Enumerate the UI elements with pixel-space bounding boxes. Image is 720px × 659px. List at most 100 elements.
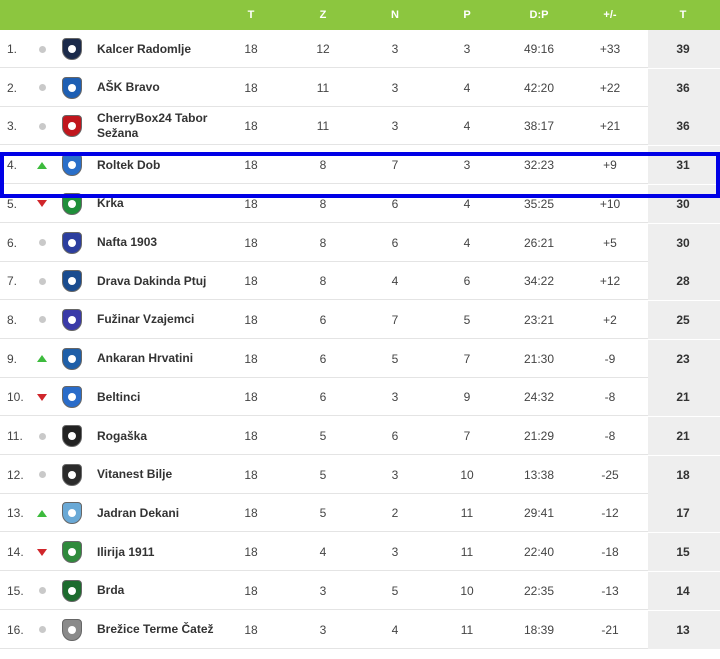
cell-draws: 3 [391, 545, 399, 560]
cell-goals: 26:21 [523, 235, 555, 250]
table-row[interactable]: 6. Nafta 1903 18 8 6 4 26:21 +5 30 [0, 223, 720, 262]
table-row[interactable]: 11. Rogaška 18 5 6 7 21:29 -8 21 [0, 417, 720, 455]
table-row[interactable]: 10. Beltinci 18 6 3 9 24:32 -8 21 [0, 378, 720, 417]
cell-wins: 8 [319, 158, 327, 173]
trend-same-icon [36, 417, 48, 455]
cell-goal-difference: -9 [604, 351, 616, 366]
table-row[interactable]: 9. Ankaran Hrvatini 18 6 5 7 21:30 -9 23 [0, 339, 720, 378]
cell-wins: 3 [319, 622, 327, 637]
team-name[interactable]: Kalcer Radomlje [97, 41, 192, 56]
position: 8. [7, 312, 18, 327]
team-name[interactable]: Drava Dakinda Ptuj [97, 273, 207, 288]
table-row[interactable]: 3. CherryBox24 Tabor Sežana 18 11 3 4 38:17 +21… [0, 107, 720, 146]
cell-goal-difference: +12 [599, 274, 621, 289]
cell-draws: 3 [391, 42, 399, 56]
trend-same-icon [36, 301, 48, 339]
position: 4. [7, 158, 18, 173]
header-wins[interactable]: Z [319, 9, 327, 21]
table-row[interactable]: 4. Roltek Dob 18 8 7 3 32:23 +9 31 [0, 146, 720, 185]
header-goal-difference[interactable]: +/- [603, 9, 617, 21]
team-name[interactable]: Brda [97, 583, 125, 598]
trend-same-icon [36, 572, 48, 610]
cell-goal-difference: -18 [601, 545, 619, 560]
team-name[interactable]: Jadran Dekani [97, 505, 180, 520]
cell-draws: 3 [391, 119, 399, 134]
points-column-bg [648, 455, 720, 494]
cell-draws: 3 [391, 390, 399, 405]
cell-losses: 4 [463, 196, 471, 211]
cell-goals: 35:25 [523, 196, 555, 211]
cell-goal-difference: -25 [601, 467, 619, 482]
team-name[interactable]: Roltek Dob [97, 157, 161, 172]
cell-played: 18 [244, 235, 258, 250]
cell-goals: 21:29 [523, 429, 555, 443]
points-column-bg [648, 184, 720, 223]
team-name[interactable]: Ankaran Hrvatini [97, 351, 194, 366]
team-name[interactable]: AŠK Bravo [97, 80, 160, 95]
club-crest-icon [60, 572, 84, 610]
table-row[interactable]: 5. Krka 18 8 6 4 35:25 +10 30 [0, 184, 720, 223]
table-row[interactable]: 1. Kalcer Radomlje 18 12 3 3 49:16 +33 39 [0, 30, 720, 68]
cell-played: 18 [244, 583, 258, 598]
table-row[interactable]: 16. Brežice Terme Čatež 18 3 4 11 18:39 -21 13 [0, 610, 720, 649]
cell-points: 30 [676, 196, 690, 211]
header-points[interactable]: T [679, 9, 687, 21]
cell-goal-difference: -8 [604, 429, 616, 443]
cell-played: 18 [244, 506, 258, 521]
position: 15. [7, 583, 24, 598]
cell-goals: 18:39 [523, 622, 555, 637]
cell-played: 18 [244, 119, 258, 134]
team-name[interactable]: Nafta 1903 [97, 235, 158, 249]
club-crest-icon [60, 456, 84, 494]
club-crest-icon [60, 224, 84, 262]
team-name[interactable]: CherryBox24 Tabor Sežana [97, 111, 208, 141]
cell-points: 36 [676, 80, 690, 95]
cell-goal-difference: +10 [599, 196, 621, 211]
cell-points: 30 [676, 235, 690, 250]
club-crest-icon [60, 69, 84, 107]
cell-played: 18 [244, 158, 258, 173]
table-row[interactable]: 12. Vitanest Bilje 18 5 3 10 13:38 -25 18 [0, 455, 720, 494]
position: 6. [7, 235, 18, 250]
points-column-bg [648, 571, 720, 610]
position: 1. [7, 42, 18, 56]
cell-points: 17 [676, 506, 690, 521]
team-name[interactable]: Brežice Terme Čatež [97, 622, 214, 636]
table-row[interactable]: 13. Jadran Dekani 18 5 2 11 29:41 -12 17 [0, 494, 720, 533]
cell-losses: 6 [463, 274, 471, 289]
cell-points: 31 [676, 158, 690, 173]
team-name[interactable]: Rogaška [97, 428, 148, 443]
cell-wins: 11 [316, 80, 330, 95]
header-goals[interactable]: D:P [529, 9, 549, 21]
team-name[interactable]: Krka [97, 196, 124, 211]
position: 10. [7, 390, 24, 405]
header-played[interactable]: T [247, 9, 255, 21]
cell-wins: 5 [319, 467, 327, 482]
position: 16. [7, 622, 24, 637]
cell-points: 13 [676, 622, 690, 637]
cell-goal-difference: +2 [603, 312, 617, 327]
club-crest-icon [60, 494, 84, 532]
position: 5. [7, 196, 18, 211]
table-row[interactable]: 15. Brda 18 3 5 10 22:35 -13 14 [0, 571, 720, 610]
table-row[interactable]: 14. Ilirija 1911 18 4 3 11 22:40 -18 15 [0, 533, 720, 572]
club-crest-icon [60, 30, 84, 68]
cell-played: 18 [244, 274, 258, 289]
team-name[interactable]: Beltinci [97, 389, 141, 404]
team-name[interactable]: Vitanest Bilje [97, 467, 173, 482]
points-column-bg [648, 610, 720, 649]
table-row[interactable]: 2. AŠK Bravo 18 11 3 4 42:20 +22 36 [0, 68, 720, 107]
points-column-bg [648, 223, 720, 262]
team-name[interactable]: Ilirija 1911 [97, 544, 155, 559]
cell-draws: 6 [391, 235, 399, 250]
team-name[interactable]: Fužinar Vzajemci [97, 312, 195, 327]
header-draws[interactable]: N [391, 9, 399, 21]
cell-draws: 6 [391, 429, 399, 443]
table-row[interactable]: 8. Fužinar Vzajemci 18 6 7 5 23:21 +2 25 [0, 300, 720, 339]
cell-played: 18 [244, 429, 258, 443]
position: 3. [7, 119, 18, 134]
table-row[interactable]: 7. Drava Dakinda Ptuj 18 8 4 6 34:22 +12 28 [0, 262, 720, 301]
header-losses[interactable]: P [463, 9, 471, 21]
club-crest-icon [60, 378, 84, 416]
